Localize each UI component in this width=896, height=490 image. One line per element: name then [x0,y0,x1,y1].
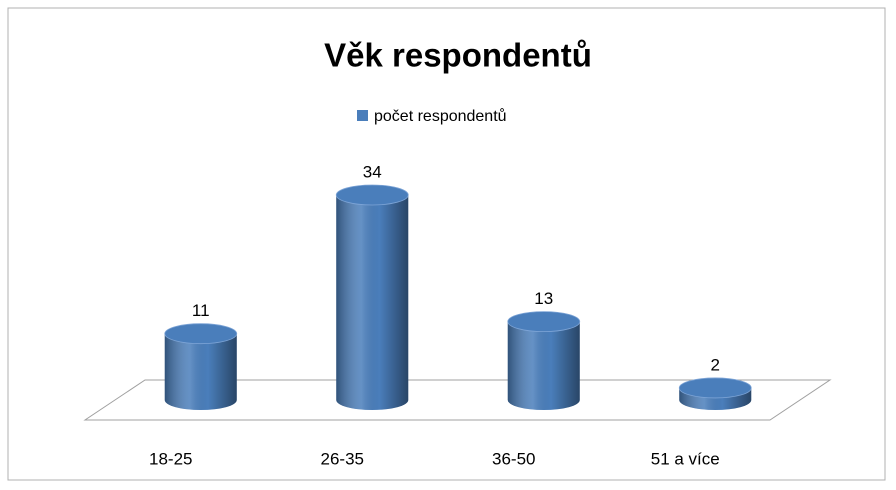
chart-title: Věk respondentů [324,37,592,74]
bar-top [335,184,409,206]
bar [164,323,238,410]
legend-key [357,110,368,121]
bar-top [678,377,752,399]
data-label: 13 [534,289,553,308]
bar [507,311,581,410]
bar-shade [507,321,580,410]
floor [83,379,832,421]
x-tick-label: 36-50 [492,449,535,468]
data-label: 34 [363,162,382,181]
legend-label: počet respondentů [374,107,507,125]
bar-shade [164,333,237,410]
bar-top [164,323,238,345]
bar [335,184,409,410]
bar-top [507,311,581,333]
bar-shade [336,195,409,410]
x-tick-label: 51 a více [651,449,720,468]
data-label: 2 [711,355,720,374]
data-label: 11 [192,301,210,320]
x-tick-label: 18-25 [149,449,192,468]
x-tick-label: 26-35 [321,449,364,468]
bar [678,377,752,410]
